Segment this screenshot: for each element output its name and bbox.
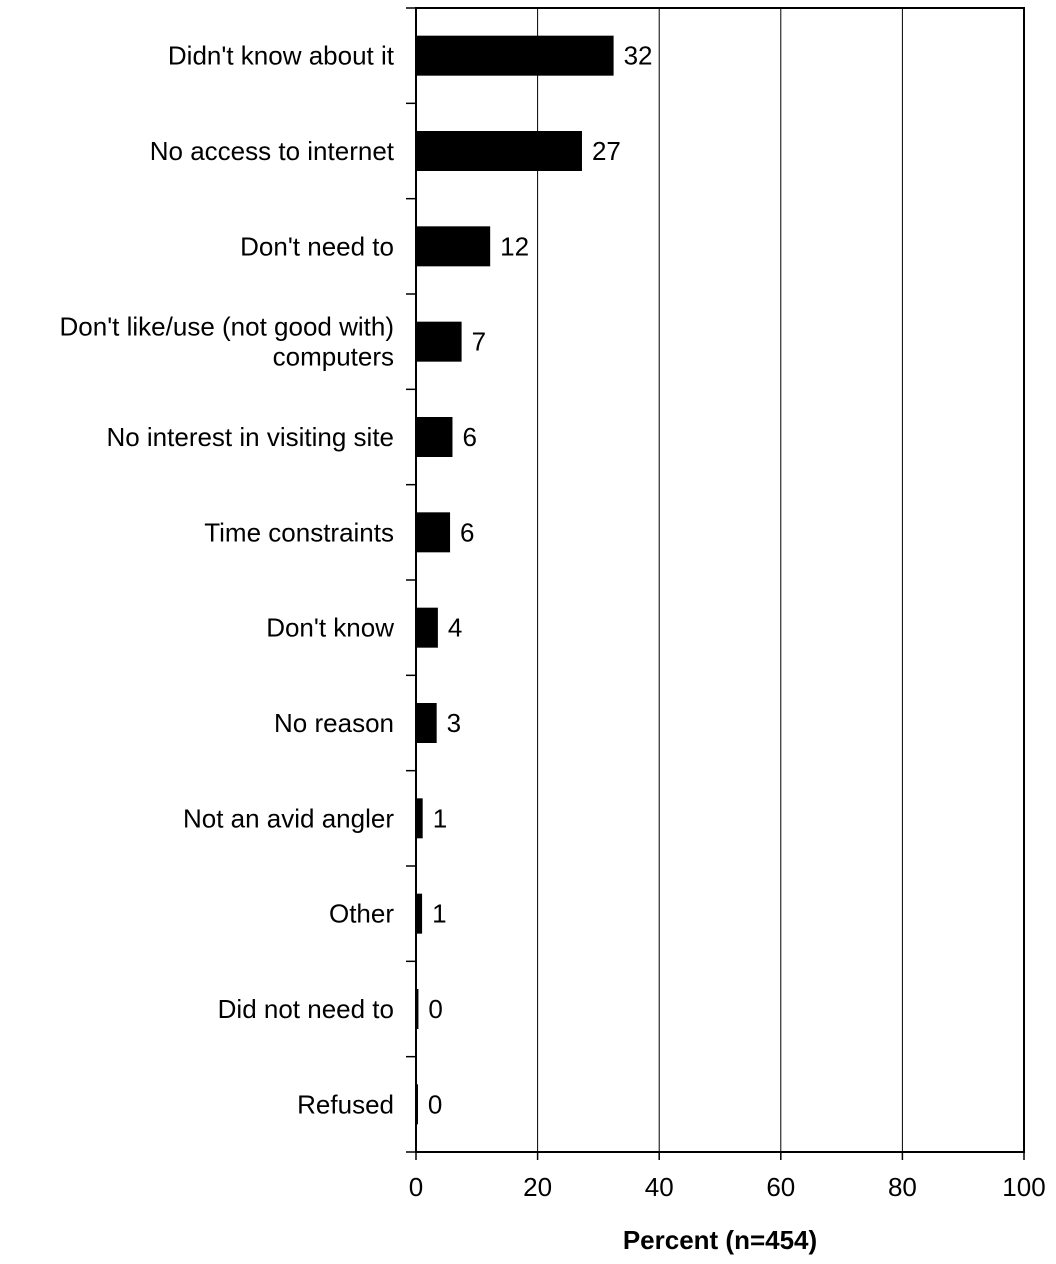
category-label: Don't need to bbox=[240, 231, 394, 261]
category-label: Not an avid angler bbox=[183, 803, 394, 833]
x-axis-ticks: 0 20 40 60 80 100 bbox=[409, 1152, 1046, 1202]
category-label: Other bbox=[329, 899, 394, 929]
x-tick-label: 40 bbox=[645, 1172, 674, 1202]
x-axis-label: Percent (n=454) bbox=[623, 1225, 817, 1255]
data-label: 3 bbox=[447, 708, 461, 738]
data-label: 1 bbox=[432, 899, 446, 929]
bar bbox=[416, 35, 614, 76]
data-label: 7 bbox=[472, 327, 486, 357]
category-label: Did not need to bbox=[218, 994, 394, 1024]
x-tick-label: 60 bbox=[766, 1172, 795, 1202]
bar bbox=[416, 1084, 418, 1125]
y-axis-ticks bbox=[406, 7, 416, 1153]
x-tick-label: 20 bbox=[523, 1172, 552, 1202]
x-tick-label: 80 bbox=[888, 1172, 917, 1202]
x-tick-label: 0 bbox=[409, 1172, 423, 1202]
category-label: No reason bbox=[274, 708, 394, 738]
category-label: Refused bbox=[297, 1089, 394, 1119]
bar bbox=[416, 417, 453, 457]
value-labels: 32 27 12 7 6 6 4 3 1 1 0 0 bbox=[428, 41, 653, 1120]
category-labels: Didn't know about it No access to interne… bbox=[60, 41, 395, 1120]
data-label: 12 bbox=[500, 231, 529, 261]
bar bbox=[416, 989, 419, 1029]
gridlines bbox=[537, 8, 903, 1152]
data-label: 32 bbox=[624, 41, 653, 71]
category-label: Don't know bbox=[266, 613, 394, 643]
category-label: No interest in visiting site bbox=[106, 422, 394, 452]
bar bbox=[416, 321, 462, 362]
category-label: Time constraints bbox=[204, 517, 394, 547]
bar bbox=[416, 798, 423, 839]
x-tick-label: 100 bbox=[1002, 1172, 1045, 1202]
data-label: 1 bbox=[433, 803, 447, 833]
data-label: 27 bbox=[592, 136, 621, 166]
data-label: 6 bbox=[460, 517, 474, 547]
category-label: No access to internet bbox=[150, 136, 395, 166]
bar bbox=[416, 607, 438, 648]
data-label: 0 bbox=[428, 994, 442, 1024]
category-label: Didn't know about it bbox=[168, 41, 395, 71]
category-label: Don't like/use (not good with) computers bbox=[60, 312, 394, 372]
bar bbox=[416, 703, 437, 743]
bar bbox=[416, 893, 423, 934]
bars bbox=[416, 35, 614, 1125]
data-label: 0 bbox=[428, 1089, 442, 1119]
bar bbox=[416, 131, 582, 171]
data-label: 4 bbox=[448, 613, 462, 643]
bar bbox=[416, 512, 451, 553]
data-label: 6 bbox=[462, 422, 476, 452]
bar bbox=[416, 226, 491, 267]
